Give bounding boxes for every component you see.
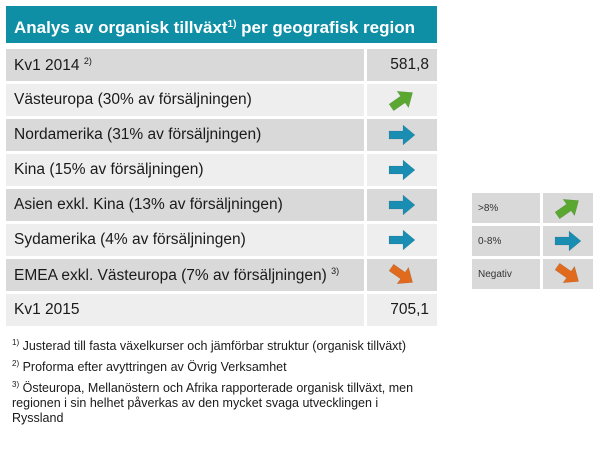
arrow-down-icon bbox=[552, 262, 584, 286]
table-row: Västeuropa (30% av försäljningen) bbox=[6, 84, 437, 116]
table-row: Sydamerika (4% av försäljningen) bbox=[6, 224, 437, 256]
table-title: Analys av organisk tillväxt1) per geogra… bbox=[6, 6, 437, 43]
arrow-down-icon bbox=[386, 263, 418, 287]
row-label: Asien exkl. Kina (13% av försäljningen) bbox=[6, 189, 364, 221]
row-value: 705,1 bbox=[364, 294, 437, 326]
table-row: EMEA exkl. Västeuropa (7% av försäljning… bbox=[6, 259, 437, 291]
growth-table: Kv1 2014 2) 581,8 Västeuropa (30% av för… bbox=[6, 46, 437, 329]
row-label: Kv1 2014 2) bbox=[6, 49, 364, 81]
row-label: Kina (15% av försäljningen) bbox=[6, 154, 364, 186]
table-row: Kina (15% av försäljningen) bbox=[6, 154, 437, 186]
row-label: Sydamerika (4% av försäljningen) bbox=[6, 224, 364, 256]
legend: >8% 0-8% Negativ bbox=[472, 190, 593, 292]
legend-label: Negativ bbox=[472, 259, 540, 289]
arrow-right-icon bbox=[386, 228, 418, 252]
arrow-right-icon bbox=[386, 193, 418, 217]
row-label: EMEA exkl. Västeuropa (7% av försäljning… bbox=[6, 259, 364, 291]
table-row: Kv1 2014 2) 581,8 bbox=[6, 49, 437, 81]
arrow-right-icon bbox=[552, 229, 584, 253]
row-label: Kv1 2015 bbox=[6, 294, 364, 326]
table-row: Kv1 2015 705,1 bbox=[6, 294, 437, 326]
footnote: 3) Östeuropa, Mellanöstern och Afrika ra… bbox=[12, 380, 414, 425]
table-row: Asien exkl. Kina (13% av försäljningen) bbox=[6, 189, 437, 221]
arrow-right-icon bbox=[386, 123, 418, 147]
row-label: Nordamerika (31% av försäljningen) bbox=[6, 119, 364, 151]
legend-row: Negativ bbox=[472, 259, 593, 289]
row-label: Västeuropa (30% av försäljningen) bbox=[6, 84, 364, 116]
legend-label: >8% bbox=[472, 193, 540, 223]
arrow-up-icon bbox=[552, 196, 584, 220]
row-value: 581,8 bbox=[364, 49, 437, 81]
footnote: 1) Justerad till fasta växelkurser och j… bbox=[12, 338, 407, 353]
legend-label: 0-8% bbox=[472, 226, 540, 256]
table-row: Nordamerika (31% av försäljningen) bbox=[6, 119, 437, 151]
arrow-up-icon bbox=[386, 88, 418, 112]
footnote: 2) Proforma efter avyttringen av Övrig V… bbox=[12, 359, 287, 374]
arrow-right-icon bbox=[386, 158, 418, 182]
legend-row: 0-8% bbox=[472, 226, 593, 256]
legend-row: >8% bbox=[472, 193, 593, 223]
footnotes: 1) Justerad till fasta växelkurser och j… bbox=[12, 335, 432, 428]
